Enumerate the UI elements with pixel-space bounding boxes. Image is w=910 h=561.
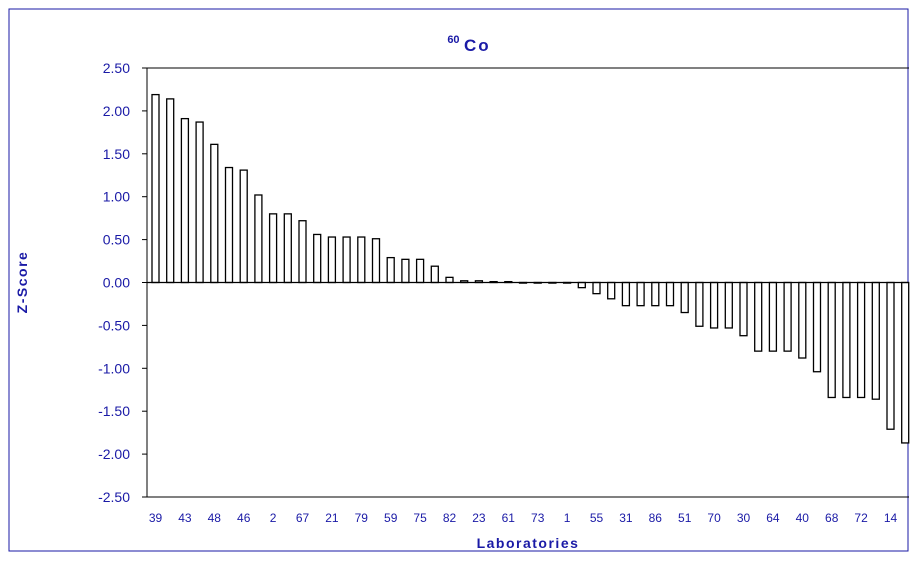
bar	[298, 220, 307, 284]
bar	[327, 236, 337, 284]
x-tick-label: 21	[325, 511, 339, 525]
bar	[357, 236, 366, 284]
bar	[430, 265, 439, 284]
plot-area: 2.50 2.00 1.50 1.00 0.50 0.00 -0.50 -1.00 -1.50 -…	[98, 60, 910, 525]
bar	[166, 98, 175, 284]
bar	[680, 281, 689, 314]
x-tick-label: 43	[178, 511, 192, 525]
bar	[313, 233, 322, 284]
x-tick-label: 39	[149, 511, 163, 525]
bar	[827, 281, 836, 399]
bar	[342, 236, 351, 284]
y-tick-label: -0.50	[98, 317, 130, 333]
y-tick-label: -2.50	[98, 489, 130, 505]
y-tick-label: 0.00	[103, 275, 130, 291]
x-tick-label: 48	[208, 511, 222, 525]
chart-title-text: Co	[464, 36, 491, 55]
chart-title-superscript: 60	[447, 34, 459, 46]
x-tick-label: 70	[707, 511, 721, 525]
bar	[445, 276, 454, 284]
y-tick-label: 1.00	[103, 189, 130, 205]
bar	[621, 281, 631, 307]
x-tick-label: 86	[649, 511, 663, 525]
x-tick-label: 75	[413, 511, 427, 525]
bar	[151, 93, 160, 284]
bar	[768, 281, 778, 352]
bar	[239, 169, 248, 284]
x-tick-label: 46	[237, 511, 251, 525]
x-tick-label: 40	[796, 511, 810, 525]
x-tick-label: 68	[825, 511, 839, 525]
bar	[224, 166, 234, 284]
bar	[901, 281, 910, 444]
bar	[754, 281, 763, 352]
chart-frame	[8, 8, 909, 552]
bar	[386, 256, 395, 284]
y-tick-label: -2.00	[98, 446, 130, 462]
bar	[783, 281, 792, 352]
x-tick-label: 31	[619, 511, 633, 525]
bar	[651, 281, 660, 307]
bar	[283, 213, 292, 284]
x-tick-label: 59	[384, 511, 398, 525]
x-tick-label: 51	[678, 511, 692, 525]
bar	[371, 238, 381, 284]
x-tick-label: 67	[296, 511, 310, 525]
x-tick-label: 55	[590, 511, 604, 525]
x-tick-label: 64	[766, 511, 780, 525]
bar	[798, 281, 807, 359]
y-tick-label: -1.50	[98, 403, 130, 419]
bar	[636, 281, 645, 307]
bar	[195, 121, 204, 284]
y-tick-label: 0.50	[103, 232, 130, 248]
y-axis-label: Z-Score	[14, 251, 30, 314]
bar	[415, 258, 425, 284]
bar	[180, 117, 190, 284]
x-tick-label: 79	[355, 511, 369, 525]
bar	[254, 194, 263, 284]
y-tick-label: 1.50	[103, 146, 130, 162]
y-tick-label: 2.50	[103, 60, 130, 76]
bar	[695, 281, 704, 327]
x-tick-label: 30	[737, 511, 751, 525]
y-tick-label: -1.00	[98, 360, 130, 376]
x-tick-label: 2	[270, 511, 277, 525]
x-tick-label: 72	[854, 511, 868, 525]
x-tick-label: 61	[502, 511, 516, 525]
bar	[856, 281, 866, 399]
bar	[871, 281, 880, 400]
y-tick-label: 2.00	[103, 103, 130, 119]
bar	[210, 143, 219, 284]
bar	[709, 281, 719, 329]
bar	[268, 213, 278, 284]
x-tick-label: 1	[564, 511, 571, 525]
x-axis-label: Laboratories	[477, 535, 580, 551]
x-tick-label: 23	[472, 511, 486, 525]
x-tick-label: 14	[884, 511, 898, 525]
bar	[724, 281, 733, 329]
bar	[607, 281, 616, 300]
bar	[812, 281, 822, 373]
bar	[842, 281, 851, 399]
bar	[739, 281, 748, 337]
x-tick-label: 82	[443, 511, 457, 525]
bar	[401, 258, 410, 284]
x-tick-label: 73	[531, 511, 545, 525]
bar	[592, 281, 601, 295]
chart-title: 60 Co	[447, 30, 490, 55]
bar	[577, 281, 586, 289]
bar	[665, 281, 675, 307]
bar	[886, 281, 895, 430]
